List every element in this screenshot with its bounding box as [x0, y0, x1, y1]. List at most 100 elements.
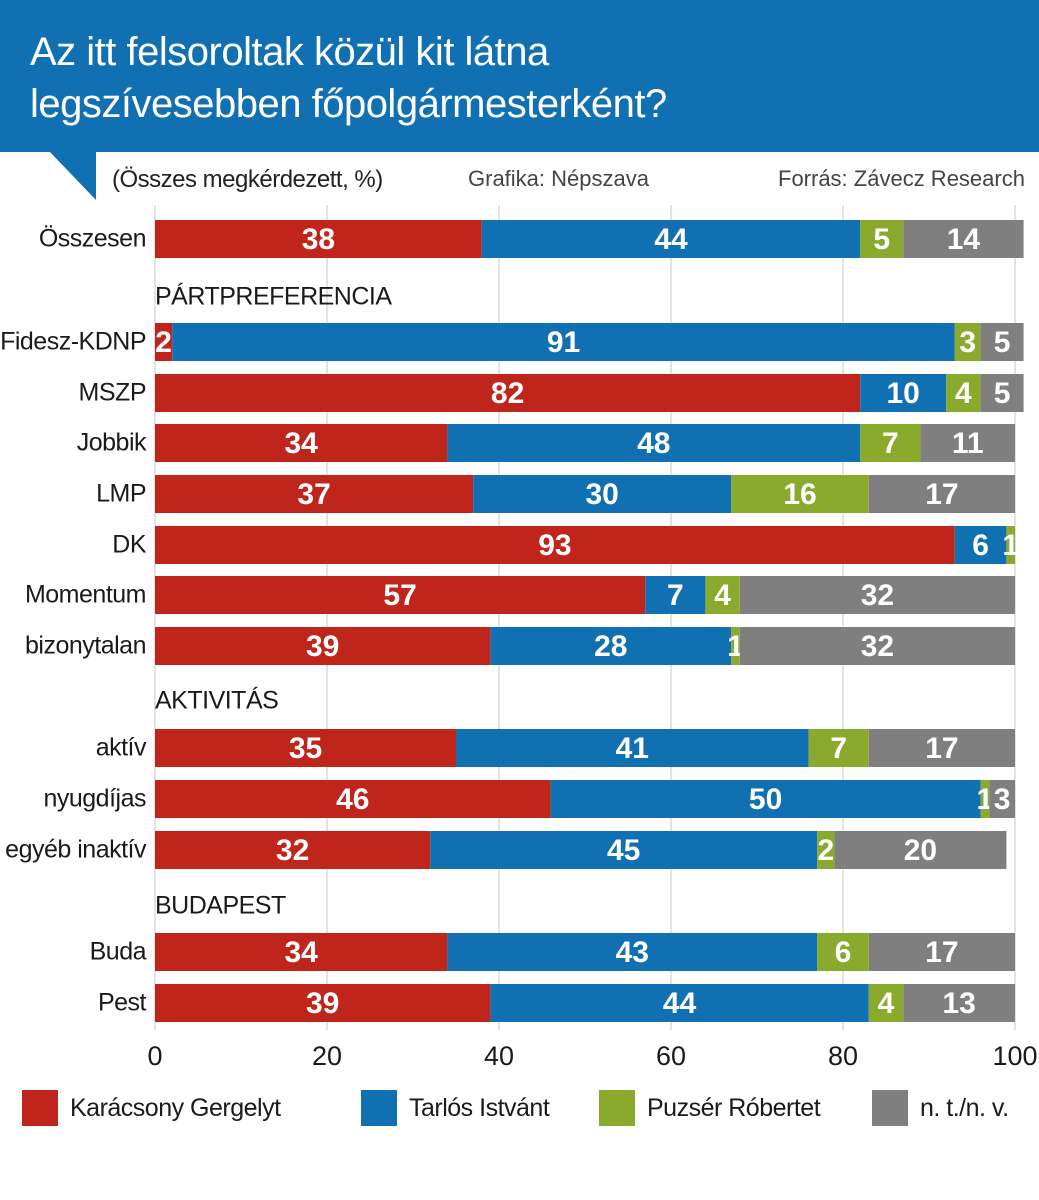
category-label: Fidesz-KDNP	[0, 328, 146, 356]
data-label-tarlos: 50	[749, 783, 782, 816]
category-label: DK	[112, 531, 147, 559]
bar-segment-puzser	[954, 323, 981, 361]
data-label-nt-nv: 17	[925, 478, 958, 511]
data-label-tarlos: 30	[586, 478, 619, 511]
bar-segment-tarlos	[430, 831, 818, 869]
bar-segment-tarlos	[490, 984, 869, 1022]
legend-label-karacsony: Karácsony Gergelyt	[70, 1093, 281, 1122]
header-band	[0, 0, 1039, 152]
data-label-nt-nv: 32	[861, 579, 894, 612]
bar-segment-puzser	[817, 933, 869, 971]
data-label-karacsony: 46	[336, 783, 369, 816]
data-label-tarlos: 45	[607, 834, 640, 867]
bar-segment-karacsony	[155, 424, 448, 462]
legend-label-nt-nv: n. t./n. v.	[920, 1093, 1009, 1122]
bar-segment-karacsony	[155, 780, 551, 818]
bar-segment-nt-nv	[903, 220, 1024, 258]
bar-segment-tarlos	[550, 780, 981, 818]
bar-segment-karacsony	[155, 627, 491, 665]
data-label-tarlos: 44	[654, 223, 688, 256]
bar-segment-tarlos	[447, 424, 861, 462]
data-label-karacsony: 57	[383, 579, 416, 612]
bar-segment-tarlos	[456, 729, 809, 767]
data-label-karacsony: 93	[538, 529, 571, 562]
data-label-nt-nv: 17	[925, 936, 958, 969]
category-label: Buda	[90, 938, 147, 966]
bar-segment-tarlos	[490, 627, 732, 665]
data-label-nt-nv: 3	[994, 783, 1011, 816]
data-label-karacsony: 2	[155, 326, 172, 359]
bar-segment-nt-nv	[989, 780, 1015, 818]
legend-swatch-nt-nv	[872, 1090, 908, 1126]
data-label-karacsony: 39	[306, 987, 339, 1020]
bar-segment-puzser	[731, 475, 869, 513]
group-heading: AKTIVITÁS	[155, 686, 278, 715]
category-label: aktív	[96, 734, 147, 762]
bar-segment-karacsony	[155, 729, 456, 767]
bar-segment-karacsony	[155, 526, 955, 564]
bar-segment-nt-nv	[868, 729, 1015, 767]
bar-segment-karacsony	[155, 374, 861, 412]
bar-segment-karacsony	[155, 576, 646, 614]
chart-subtitle: (Összes megkérdezett, %)	[112, 166, 383, 193]
bar-segment-karacsony	[155, 984, 491, 1022]
legend-item-nt-nv: n. t./n. v.	[872, 1090, 1009, 1126]
legend-item-puzser: Puzsér Róbertet	[599, 1090, 821, 1126]
bar-segment-puzser	[817, 831, 835, 869]
bar-segment-puzser	[731, 627, 740, 665]
x-tick-label: 0	[147, 1041, 162, 1071]
bar-segment-puzser	[860, 424, 921, 462]
bar-segment-nt-nv	[980, 323, 1024, 361]
bar-segment-nt-nv	[834, 831, 1007, 869]
data-label-karacsony: 37	[297, 478, 330, 511]
data-label-nt-nv: 17	[925, 732, 958, 765]
data-label-karacsony: 34	[285, 936, 319, 969]
bar-segment-tarlos	[645, 576, 706, 614]
bar-segment-tarlos	[447, 933, 818, 971]
data-label-puzser: 4	[878, 987, 895, 1020]
bar-segment-nt-nv	[920, 424, 1015, 462]
data-label-puzser: 16	[783, 478, 816, 511]
bar-segment-puzser	[946, 374, 981, 412]
bar-segment-tarlos	[860, 374, 947, 412]
legend-swatch-tarlos	[361, 1090, 397, 1126]
bar-segment-nt-nv	[980, 374, 1024, 412]
data-label-tarlos: 91	[547, 326, 580, 359]
data-label-nt-nv: 14	[947, 223, 981, 256]
x-tick-label: 100	[992, 1041, 1037, 1071]
group-heading: PÁRTPREFERENCIA	[155, 282, 392, 311]
bar-segment-puzser	[1006, 526, 1015, 564]
legend-swatch-karacsony	[22, 1090, 58, 1126]
x-tick-label: 40	[484, 1041, 514, 1071]
data-label-puzser: 6	[835, 936, 852, 969]
legend-item-karacsony: Karácsony Gergelyt	[22, 1090, 281, 1126]
data-label-puzser: 3	[959, 326, 976, 359]
data-label-karacsony: 39	[306, 630, 339, 663]
data-label-karacsony: 35	[289, 732, 322, 765]
data-label-tarlos: 48	[637, 427, 670, 460]
bar-segment-puzser	[705, 576, 740, 614]
category-label: Pest	[98, 989, 147, 1017]
bar-segment-nt-nv	[868, 475, 1015, 513]
category-label: MSZP	[79, 379, 146, 407]
bar-segment-puzser	[808, 729, 869, 767]
bar-segment-tarlos	[473, 475, 732, 513]
data-label-puzser: 4	[714, 579, 731, 612]
bar-segment-nt-nv	[903, 984, 1015, 1022]
bar-segment-tarlos	[481, 220, 861, 258]
chart-title-line1: Az itt felsoroltak közül kit látna	[30, 30, 549, 74]
data-label-puzser: 7	[830, 732, 847, 765]
category-label: bizonytalan	[25, 632, 146, 660]
data-label-puzser: 1	[1002, 529, 1019, 562]
data-label-puzser: 1	[977, 783, 994, 816]
data-label-karacsony: 34	[285, 427, 319, 460]
data-label-tarlos: 41	[616, 732, 649, 765]
data-label-puzser: 7	[882, 427, 899, 460]
category-label: Momentum	[25, 581, 146, 609]
legend-swatch-puzser	[599, 1090, 635, 1126]
data-label-nt-nv: 20	[904, 834, 937, 867]
bar-segment-puzser	[860, 220, 904, 258]
chart-title: Az itt felsoroltak közül kit látna legsz…	[30, 26, 1010, 130]
bar-segment-nt-nv	[739, 576, 1015, 614]
